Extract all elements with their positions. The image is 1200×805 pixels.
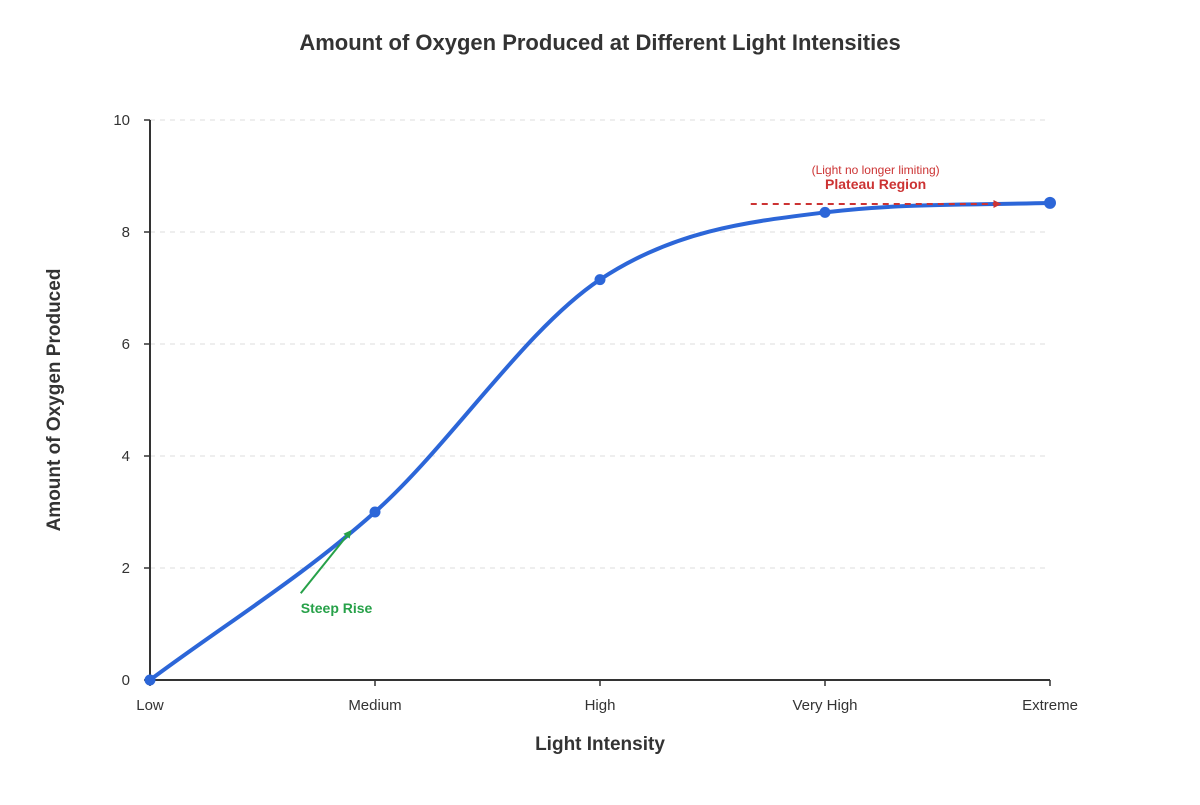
y-tick-label: 10 — [113, 112, 130, 129]
x-tick-label: Low — [136, 697, 164, 714]
data-point — [369, 506, 381, 518]
y-axis-ticks: 0 2 4 6 8 10 — [113, 112, 150, 689]
y-axis-title: Amount of Oxygen Produced — [44, 269, 65, 532]
y-tick-label: 0 — [122, 672, 130, 689]
data-point — [1044, 196, 1056, 209]
x-axis-title: Light Intensity — [535, 734, 665, 755]
plateau-label: Plateau Region — [825, 176, 926, 192]
data-point — [144, 674, 156, 686]
y-tick-label: 2 — [122, 560, 130, 577]
steep-rise-label: Steep Rise — [301, 600, 373, 616]
x-tick-label: Extreme — [1022, 697, 1078, 714]
x-axis-ticks: Low Medium High Very High Extreme — [136, 680, 1078, 714]
grid — [150, 119, 1050, 569]
y-tick-label: 6 — [122, 336, 130, 353]
data-point — [594, 274, 606, 286]
steep-rise-annotation: Steep Rise — [299, 530, 373, 616]
x-tick-label: Very High — [792, 697, 857, 714]
chart-title: Amount of Oxygen Produced at Different L… — [299, 30, 900, 55]
x-tick-label: Medium — [348, 697, 401, 714]
y-tick-label: 4 — [122, 448, 130, 465]
y-tick-label: 8 — [122, 224, 130, 241]
plateau-note: (Light no longer limiting) — [812, 163, 940, 177]
x-tick-label: High — [585, 697, 616, 714]
plateau-annotation: (Light no longer limiting) Plateau Regio… — [750, 163, 1002, 208]
data-points — [144, 196, 1056, 686]
series-line — [148, 200, 1052, 682]
data-point — [819, 206, 831, 218]
steep-rise-arrow — [299, 530, 352, 594]
